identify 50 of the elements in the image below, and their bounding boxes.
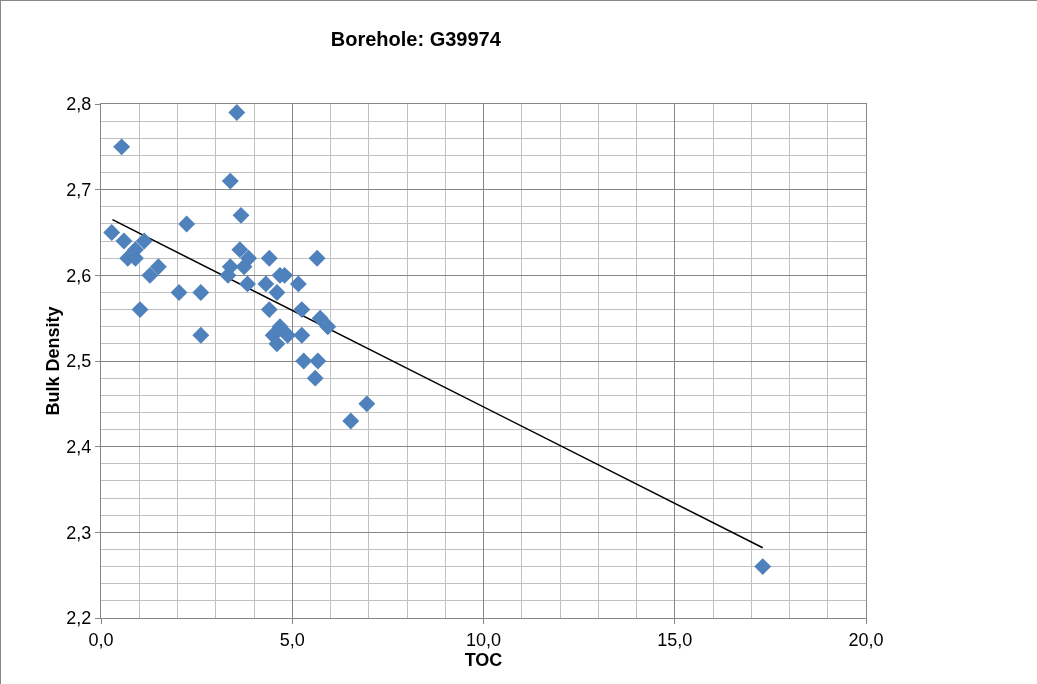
point xyxy=(342,412,360,430)
point xyxy=(268,335,286,353)
y-tick-label: 2,8 xyxy=(66,94,92,115)
point xyxy=(113,138,131,156)
point xyxy=(131,301,149,319)
point xyxy=(235,258,253,276)
y-tick-label: 2,5 xyxy=(66,351,92,372)
point xyxy=(149,258,167,276)
chart-title: Borehole: G39974 xyxy=(330,27,502,50)
point xyxy=(358,395,376,413)
point xyxy=(232,206,250,224)
x-tick-label: 0,0 xyxy=(88,629,114,650)
point xyxy=(192,326,210,344)
point xyxy=(279,326,297,344)
point xyxy=(309,352,327,370)
point xyxy=(295,352,313,370)
y-axis-title: Bulk Density xyxy=(42,306,63,416)
point xyxy=(228,104,246,122)
point xyxy=(293,301,311,319)
point xyxy=(754,558,772,576)
y-tick-label: 2,7 xyxy=(66,179,92,200)
point xyxy=(141,266,159,284)
point xyxy=(178,215,196,233)
point xyxy=(319,318,337,336)
point xyxy=(135,232,153,250)
y-tick-label: 2,6 xyxy=(66,265,92,286)
y-tick-label: 2,4 xyxy=(66,436,92,457)
point xyxy=(293,326,311,344)
x-tick-label: 10,0 xyxy=(465,629,502,650)
point xyxy=(311,309,329,327)
point xyxy=(192,284,210,301)
point xyxy=(239,275,256,293)
point xyxy=(221,172,239,190)
point xyxy=(231,241,249,259)
x-tick-label: 20,0 xyxy=(848,629,884,650)
point xyxy=(170,284,188,301)
point xyxy=(308,249,326,267)
y-tick-label: 2,3 xyxy=(66,522,92,543)
x-axis-title: TOC xyxy=(464,649,503,670)
point xyxy=(289,275,307,293)
point xyxy=(306,369,324,387)
point xyxy=(115,232,133,250)
point xyxy=(268,284,286,301)
point xyxy=(260,301,278,319)
x-tick-label: 15,0 xyxy=(657,629,693,650)
y-tick-label: 2,2 xyxy=(66,608,92,629)
point xyxy=(103,224,121,241)
x-tick-label: 5,0 xyxy=(279,629,305,650)
point xyxy=(257,275,275,293)
point xyxy=(260,249,278,267)
